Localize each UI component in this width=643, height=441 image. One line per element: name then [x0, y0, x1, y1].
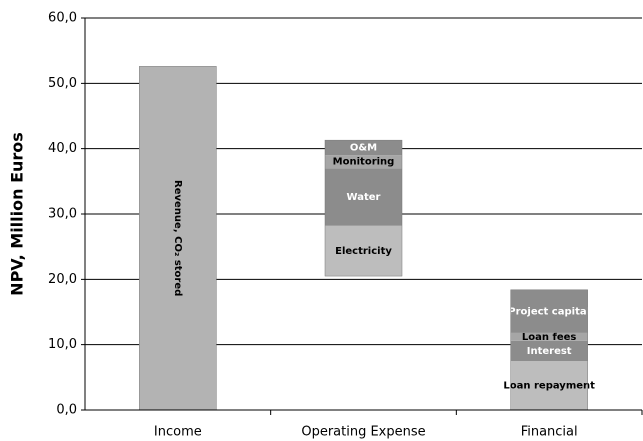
segment-label: Project capital	[508, 306, 590, 317]
bar-segment	[139, 66, 217, 410]
y-tick-label: 30,0	[48, 207, 77, 222]
bar-segment	[325, 168, 402, 226]
segment-label: O&M	[350, 143, 377, 154]
segment-label: Interest	[527, 346, 572, 357]
x-tick-label: Financial	[521, 425, 578, 440]
bar-segment	[510, 289, 588, 333]
bar-segment	[510, 332, 588, 341]
segment-label: Loan repayment	[503, 381, 595, 392]
y-axis-label: NPV, Million Euros	[8, 132, 27, 296]
x-tick-label: Operating Expense	[301, 425, 425, 440]
segment-label: Water	[347, 192, 381, 203]
y-tick-label: 40,0	[48, 141, 77, 156]
y-tick-label: 50,0	[48, 76, 77, 91]
segment-label: Electricity	[335, 246, 392, 257]
segment-label: Revenue, CO₂ stored	[172, 180, 183, 296]
segment-label: Monitoring	[333, 157, 395, 168]
y-tick-label: 0,0	[56, 403, 77, 418]
bar-segment	[325, 155, 402, 169]
bar-segment	[325, 140, 402, 156]
bar-segment	[510, 361, 588, 410]
segment-label: Loan fees	[522, 332, 577, 343]
x-tick-label: Income	[154, 425, 202, 440]
bar-outline	[324, 139, 403, 277]
bar-segment	[510, 340, 588, 361]
y-tick-label: 10,0	[48, 337, 77, 352]
y-tick-label: 20,0	[48, 272, 77, 287]
y-tick-label: 60,0	[48, 11, 77, 26]
bar-segment	[325, 225, 402, 277]
